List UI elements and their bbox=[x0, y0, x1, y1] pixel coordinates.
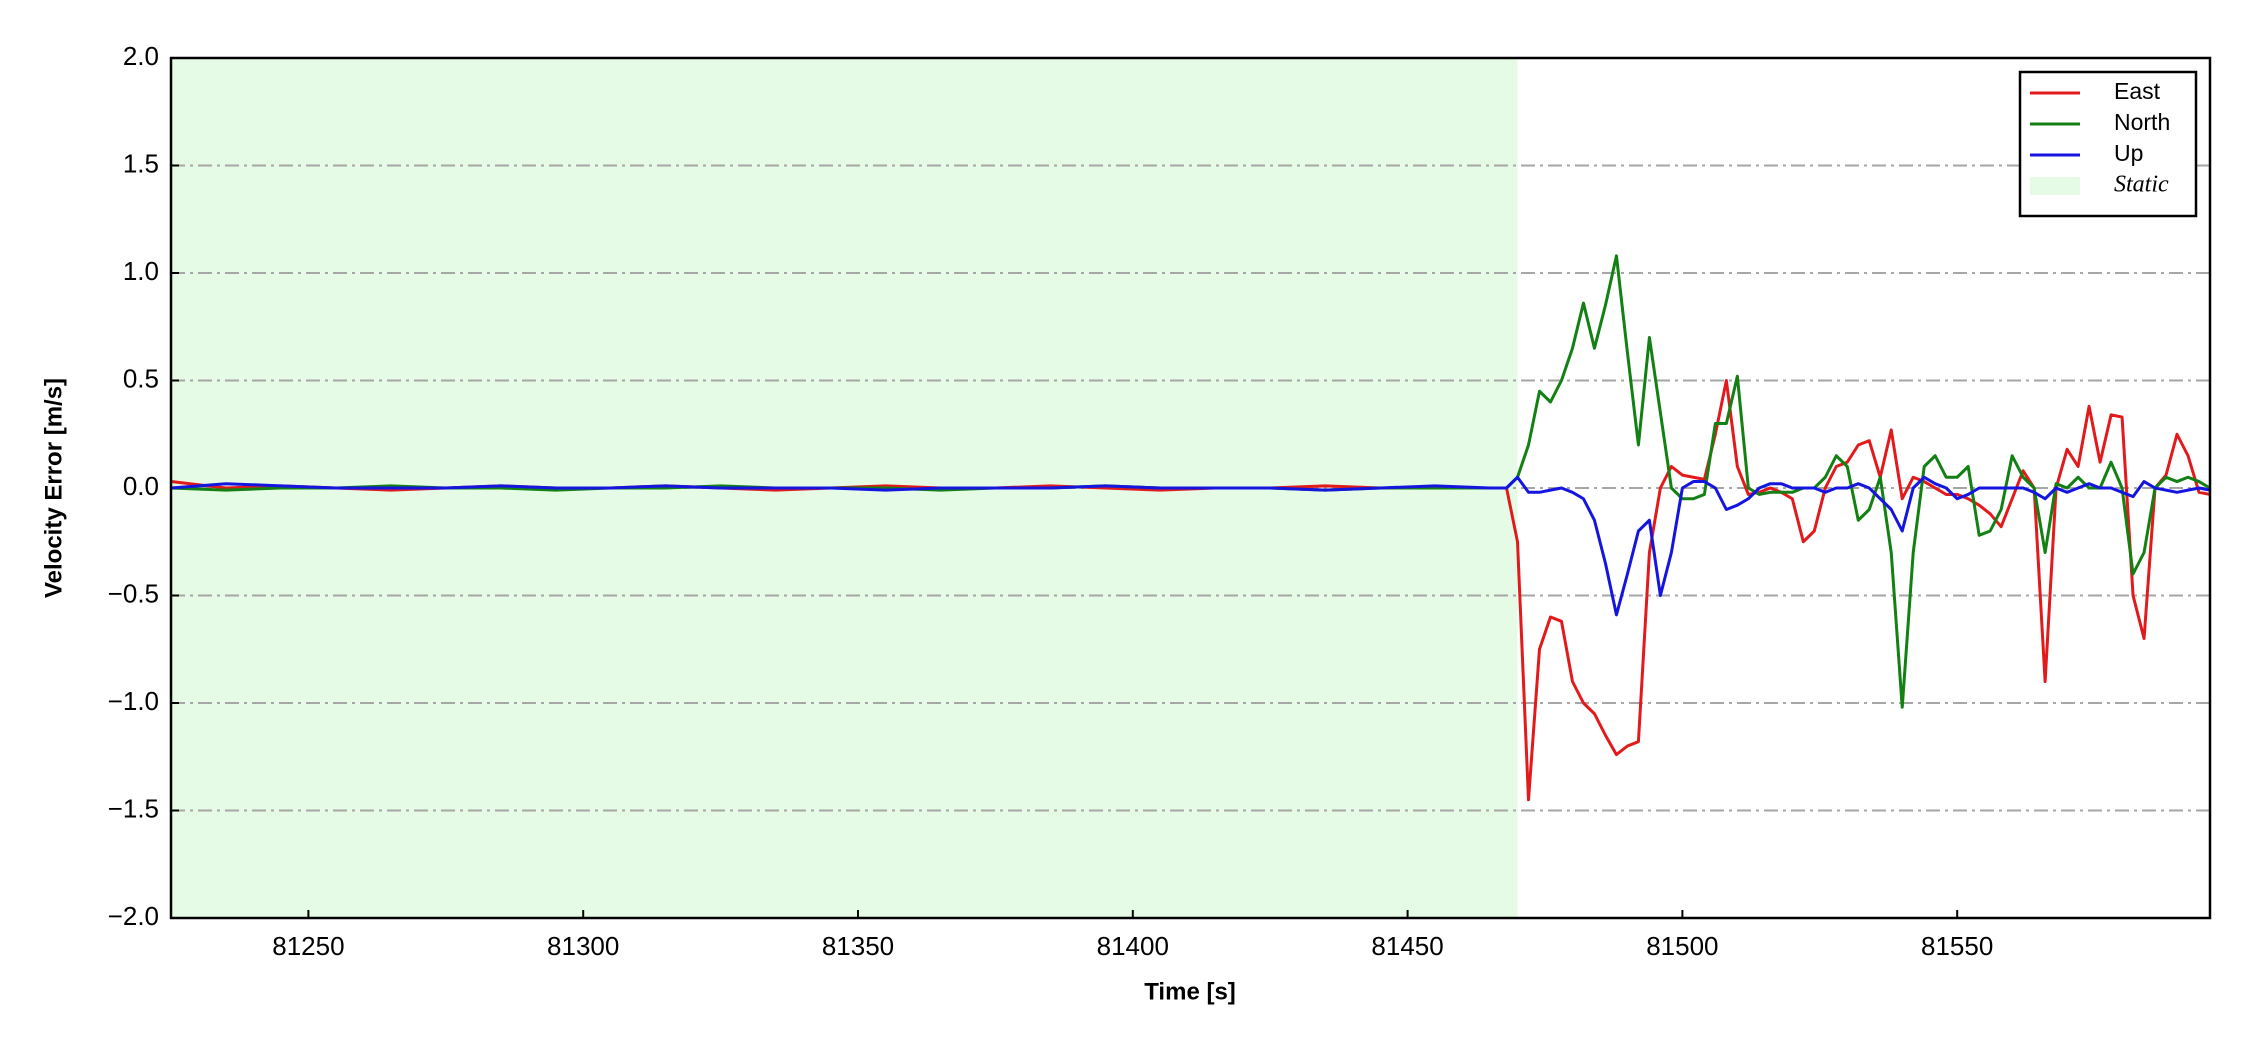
x-tick-label: 81550 bbox=[1921, 931, 1993, 961]
x-tick-label: 81300 bbox=[547, 931, 619, 961]
legend-swatch bbox=[2030, 177, 2080, 195]
y-tick-label: −1.5 bbox=[108, 793, 159, 823]
y-axis-label: Velocity Error [m/s] bbox=[40, 378, 67, 598]
x-tick-label: 81350 bbox=[822, 931, 894, 961]
x-tick-label: 81450 bbox=[1371, 931, 1443, 961]
x-tick-label: 81400 bbox=[1097, 931, 1169, 961]
x-tick-label: 81250 bbox=[272, 931, 344, 961]
legend-label: North bbox=[2114, 109, 2170, 135]
y-tick-label: 0.5 bbox=[123, 363, 159, 393]
x-tick-label: 81500 bbox=[1646, 931, 1718, 961]
y-tick-label: 0.0 bbox=[123, 471, 159, 501]
x-axis-label: Time [s] bbox=[1144, 978, 1236, 1005]
y-tick-label: −2.0 bbox=[108, 901, 159, 931]
y-tick-label: 2.0 bbox=[123, 41, 159, 71]
y-tick-label: −1.0 bbox=[108, 686, 159, 716]
y-tick-label: 1.5 bbox=[123, 148, 159, 178]
y-tick-label: 1.0 bbox=[123, 256, 159, 286]
legend-label: Up bbox=[2114, 140, 2143, 166]
legend: East North Up Static bbox=[2018, 70, 2198, 218]
series-line bbox=[170, 475, 2211, 617]
legend-label: East bbox=[2114, 78, 2161, 104]
plot-frame bbox=[169, 56, 2212, 920]
y-tick-label: −0.5 bbox=[108, 578, 159, 608]
legend-label: Static bbox=[2114, 172, 2169, 198]
